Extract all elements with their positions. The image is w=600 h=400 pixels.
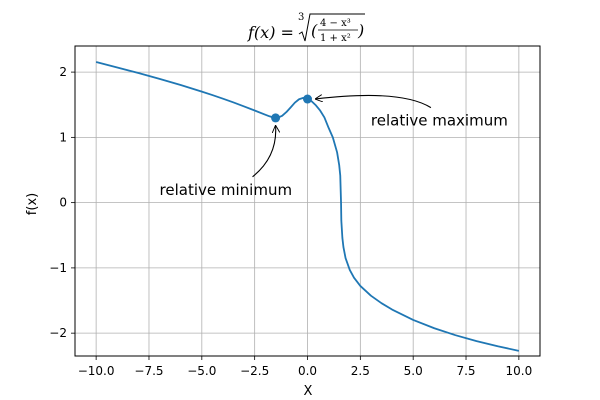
y-tick-label: −1 — [49, 261, 67, 275]
x-tick-label: 2.5 — [351, 364, 370, 378]
annotation-label: relative minimum — [160, 181, 293, 199]
x-tick-label: −2.5 — [240, 364, 269, 378]
y-tick-label: −2 — [49, 326, 67, 340]
title-lhs: f(x) = — [247, 23, 294, 42]
title-radical-sign — [298, 13, 365, 42]
tick-layer: −10.0 −7.5 −5.0 −2.5 0.0 2.5 5.0 7.5 10.0 −2 −1 0 1 2 — [49, 65, 532, 378]
y-tick-label: 1 — [59, 130, 67, 144]
series-line — [95, 61, 520, 352]
x-tick-label: 0.0 — [298, 364, 317, 378]
title-root-index: 3 — [298, 12, 304, 23]
y-tick-label: 2 — [59, 65, 67, 79]
series-layer — [95, 61, 520, 352]
extremum-marker — [303, 94, 312, 104]
title-denominator: 1 + x² — [320, 33, 351, 44]
grid — [75, 46, 540, 356]
title-close-paren: ) — [357, 21, 364, 40]
x-axis-label: X — [304, 384, 313, 399]
x-tick-label: −5.0 — [187, 364, 216, 378]
y-tick-label: 0 — [59, 196, 67, 210]
title-numerator: 4 − x³ — [320, 18, 351, 29]
annotation-label: relative maximum — [371, 112, 508, 130]
annotation-arrow — [252, 126, 276, 178]
x-tick-label: −10.0 — [78, 364, 115, 378]
x-tick-label: 7.5 — [456, 364, 475, 378]
annotation-layer: relative minimum relative maximum — [160, 95, 508, 199]
x-tick-label: 5.0 — [404, 364, 423, 378]
extremum-marker — [271, 113, 281, 123]
x-tick-label: 10.0 — [506, 364, 533, 378]
title-open-paren: ( — [311, 21, 318, 40]
x-tick-label: −7.5 — [134, 364, 163, 378]
y-axis-label: f(x) — [25, 193, 40, 215]
chart-title: f(x) = 3 ( 4 − x³ 1 + x² ) — [247, 12, 365, 44]
annotation-arrow — [316, 95, 432, 109]
marker-layer — [271, 94, 312, 123]
